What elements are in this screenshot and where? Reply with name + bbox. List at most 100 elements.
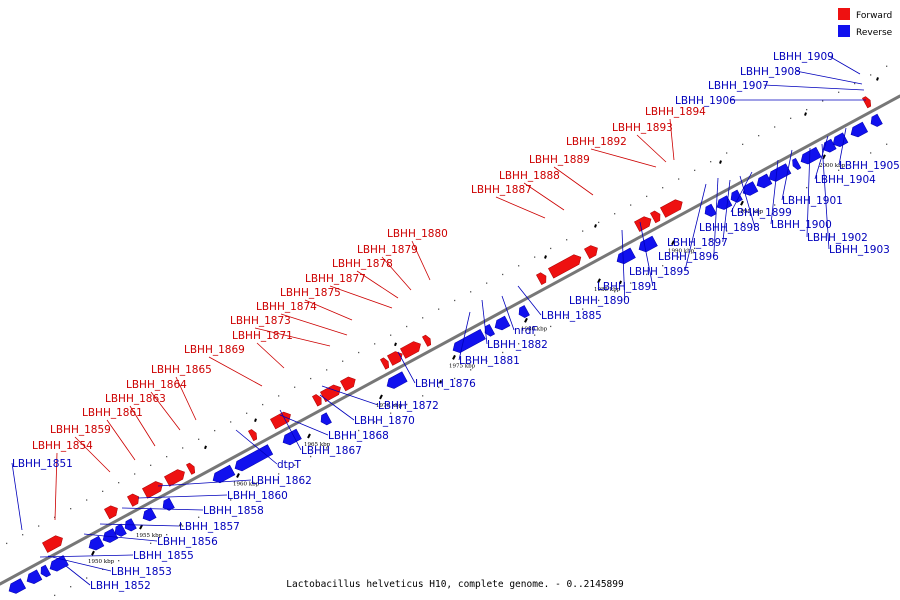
reverse-gene-arrow[interactable] <box>754 173 773 190</box>
gene-label-reverse[interactable]: LBHH_1852 <box>90 580 151 592</box>
gene-label-reverse[interactable]: LBHH_1906 <box>675 95 736 107</box>
reverse-gene-arrow[interactable] <box>232 444 274 474</box>
forward-gene-arrow[interactable] <box>320 383 343 403</box>
gene-label-reverse[interactable]: LBHH_1870 <box>354 415 415 427</box>
forward-gene-arrow[interactable] <box>380 357 391 370</box>
gene-label-forward[interactable]: LBHH_1888 <box>499 170 560 182</box>
gene-label-forward[interactable]: LBHH_1864 <box>126 379 187 391</box>
gene-label-reverse[interactable]: LBHH_1899 <box>731 207 792 219</box>
gene-label-reverse[interactable]: LBHH_1867 <box>301 445 362 457</box>
gene-label-forward[interactable]: LBHH_1893 <box>612 122 673 134</box>
gene-label-reverse[interactable]: LBHH_1891 <box>597 281 658 293</box>
forward-gene-arrow[interactable] <box>142 479 165 499</box>
gene-label-forward[interactable]: LBHH_1865 <box>151 364 212 376</box>
gene-label-reverse[interactable]: LBHH_1856 <box>157 536 218 548</box>
gene-label-reverse[interactable]: LBHH_1881 <box>459 355 520 367</box>
gene-label-reverse[interactable]: LBHH_1882 <box>487 339 548 351</box>
gene-label-forward[interactable]: LBHH_1880 <box>387 228 448 240</box>
reverse-gene-arrow[interactable] <box>516 305 530 319</box>
gene-label-reverse[interactable]: LBHH_1902 <box>807 232 868 244</box>
forward-gene-arrow[interactable] <box>186 462 197 475</box>
gene-label-forward[interactable]: LBHH_1863 <box>105 393 166 405</box>
forward-gene-arrow[interactable] <box>164 467 187 487</box>
gene-label-reverse[interactable]: LBHH_1900 <box>771 219 832 231</box>
forward-gene-arrow[interactable] <box>400 339 423 359</box>
reverse-gene-arrow[interactable] <box>318 412 332 427</box>
reverse-gene-arrow[interactable] <box>728 189 743 204</box>
forward-gene-arrow[interactable] <box>340 375 358 392</box>
forward-gene-arrow[interactable] <box>104 503 120 520</box>
gene-label-reverse[interactable]: LBHH_1909 <box>773 51 834 63</box>
gene-label-forward[interactable]: LBHH_1854 <box>32 440 93 452</box>
reverse-gene-arrow[interactable] <box>450 328 486 355</box>
forward-gene-arrow[interactable] <box>42 533 65 553</box>
forward-gene-arrow[interactable] <box>862 95 873 109</box>
gene-label-reverse[interactable]: LBHH_1862 <box>251 475 312 487</box>
gene-label-forward[interactable]: LBHH_1869 <box>184 344 245 356</box>
gene-label-reverse[interactable]: LBHH_1896 <box>658 251 719 263</box>
reverse-gene-arrow[interactable] <box>100 528 119 545</box>
gene-label-reverse[interactable]: LBHH_1908 <box>740 66 801 78</box>
gene-label-reverse[interactable]: LBHH_1895 <box>629 266 690 278</box>
gene-label-reverse[interactable]: LBHH_1905 <box>839 160 900 172</box>
gene-label-forward[interactable]: LBHH_1894 <box>645 106 706 118</box>
reverse-gene-arrow[interactable] <box>140 507 157 523</box>
forward-gene-arrow[interactable] <box>422 334 433 347</box>
reverse-gene-arrow[interactable] <box>868 113 883 128</box>
gene-label-forward[interactable]: LBHH_1859 <box>50 424 111 436</box>
reverse-gene-arrow[interactable] <box>280 428 302 447</box>
gene-label-reverse[interactable]: dtpT <box>277 459 301 471</box>
reverse-gene-arrow[interactable] <box>38 564 51 578</box>
gene-label-forward[interactable]: LBHH_1871 <box>232 330 293 342</box>
reverse-gene-arrow[interactable] <box>86 535 105 552</box>
gene-label-reverse[interactable]: LBHH_1858 <box>203 505 264 517</box>
reverse-gene-arrow[interactable] <box>798 146 822 166</box>
reverse-gene-arrow[interactable] <box>702 203 717 218</box>
gene-label-forward[interactable]: LBHH_1875 <box>280 287 341 299</box>
gene-label-reverse[interactable]: LBHH_1872 <box>378 400 439 412</box>
gene-label-reverse[interactable]: LBHH_1897 <box>667 237 728 249</box>
gene-label-reverse[interactable]: LBHH_1860 <box>227 490 288 502</box>
reverse-gene-arrow[interactable] <box>614 247 636 266</box>
reverse-gene-arrow[interactable] <box>24 569 43 586</box>
reverse-gene-arrow[interactable] <box>482 323 495 337</box>
gene-label-reverse[interactable]: LBHH_1901 <box>782 195 843 207</box>
forward-gene-arrow[interactable] <box>584 243 600 259</box>
gene-label-reverse[interactable]: LBHH_1885 <box>541 310 602 322</box>
gene-label-forward[interactable]: LBHH_1887 <box>471 184 532 196</box>
forward-gene-arrow[interactable] <box>650 209 662 224</box>
forward-gene-arrow[interactable] <box>634 214 653 232</box>
gene-label-reverse[interactable]: LBHH_1851 <box>12 458 73 470</box>
forward-gene-arrow[interactable] <box>536 271 548 285</box>
gene-label-reverse[interactable]: LBHH_1853 <box>111 566 172 578</box>
gene-label-forward[interactable]: LBHH_1873 <box>230 315 291 327</box>
reverse-gene-arrow[interactable] <box>714 195 733 212</box>
reverse-gene-arrow[interactable] <box>210 464 236 485</box>
gene-label-reverse[interactable]: LBHH_1868 <box>328 430 389 442</box>
gene-label-reverse[interactable]: LBHH_1876 <box>415 378 476 390</box>
gene-label-forward[interactable]: LBHH_1861 <box>82 407 143 419</box>
reverse-gene-arrow[interactable] <box>790 157 802 171</box>
gene-label-forward[interactable]: LBHH_1889 <box>529 154 590 166</box>
gene-label-reverse[interactable]: LBHH_1907 <box>708 80 769 92</box>
reverse-gene-arrow[interactable] <box>848 121 869 139</box>
forward-gene-arrow[interactable] <box>248 428 259 442</box>
reverse-gene-arrow[interactable] <box>492 315 511 332</box>
reverse-gene-arrow[interactable] <box>6 578 27 596</box>
gene-label-reverse[interactable]: LBHH_1904 <box>815 174 876 186</box>
forward-gene-arrow[interactable] <box>548 252 583 279</box>
forward-gene-arrow[interactable] <box>127 492 141 507</box>
reverse-gene-arrow[interactable] <box>636 235 658 254</box>
gene-label-reverse[interactable]: LBHH_1857 <box>179 521 240 533</box>
gene-label-reverse[interactable]: LBHH_1855 <box>133 550 194 562</box>
gene-label-forward[interactable]: LBHH_1874 <box>256 301 317 313</box>
reverse-gene-arrow[interactable] <box>740 181 759 198</box>
gene-label-reverse[interactable]: LBHH_1890 <box>569 295 630 307</box>
gene-label-forward[interactable]: LBHH_1878 <box>332 258 393 270</box>
gene-label-reverse[interactable]: LBHH_1903 <box>829 244 890 256</box>
reverse-gene-arrow[interactable] <box>384 371 408 391</box>
forward-gene-arrow[interactable] <box>660 197 685 218</box>
gene-label-forward[interactable]: LBHH_1877 <box>305 273 366 285</box>
gene-label-forward[interactable]: LBHH_1879 <box>357 244 418 256</box>
gene-label-forward[interactable]: LBHH_1892 <box>566 136 627 148</box>
